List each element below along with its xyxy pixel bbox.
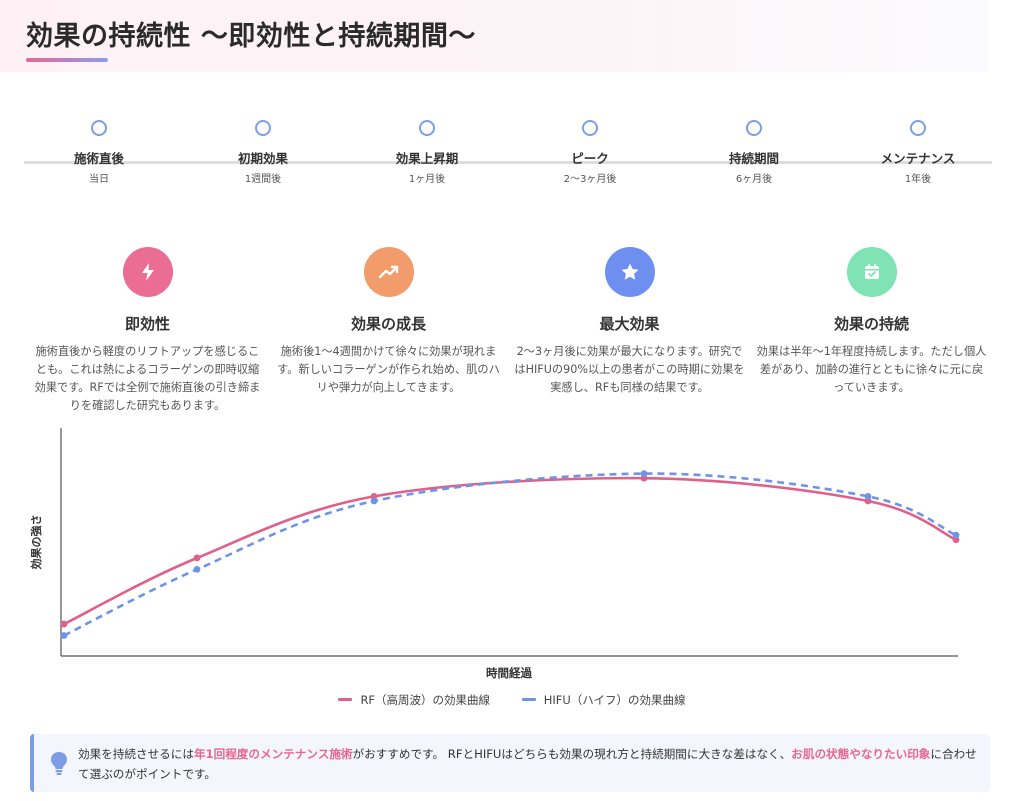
legend-item-rf[interactable]: RF（高周波）の効果曲線: [338, 692, 490, 708]
tip-highlight: お肌の状態やなりたい印象: [791, 747, 931, 761]
title-underline: [26, 58, 108, 62]
effect-chart-svg: 効果の強さ 時間経過: [29, 428, 960, 680]
hifu-data-point: [370, 497, 378, 505]
y-axis-label: 効果の強さ: [29, 515, 43, 570]
timeline-node: 効果上昇期 1ヶ月後: [357, 120, 497, 185]
rf-data-point: [193, 554, 201, 562]
feature-card: 効果の持続 効果は半年〜1年程度持続します。ただし個人差があり、加齢の進行ととも…: [754, 247, 989, 397]
feature-description: 施術後1〜4週間かけて徐々に効果が現れます。新しいコラーゲンが作られ始め、肌のハ…: [277, 345, 500, 394]
timeline-sublabel: 6ヶ月後: [735, 174, 773, 185]
feature-description: 2〜3ヶ月後に効果が最大になります。研究ではHIFUの90%以上の患者がこの時期…: [514, 345, 745, 394]
timeline-label: 効果上昇期: [395, 151, 459, 166]
chart-legend: RF（高周波）の効果曲線 HIFU（ハイフ）の効果曲線: [0, 690, 1024, 708]
rf-data-point: [60, 620, 68, 628]
tip-text: 効果を持続させるには年1回程度のメンテナンス施術がおすすめです。 RFとHIFU…: [78, 744, 978, 784]
hifu-data-point: [864, 493, 872, 500]
lightning-icon: [122, 247, 173, 297]
timeline-sublabel: 1週間後: [244, 174, 282, 185]
timeline-dot: [910, 120, 926, 136]
star-icon: [604, 247, 655, 297]
feature-card: 即効性 施術直後から軽度のリフトアップを感じることも。これは熱によるコラーゲンの…: [30, 247, 265, 415]
lightbulb-icon: [48, 750, 70, 776]
timeline-label: 施術直後: [73, 151, 124, 166]
timeline-sublabel: 1年後: [904, 174, 932, 185]
timeline-node: 持続期間 6ヶ月後: [684, 120, 824, 185]
timeline-node: メンテナンス 1年後: [848, 120, 988, 185]
timeline-node: ピーク 2〜3ヶ月後: [520, 120, 660, 185]
tip-box: 効果を持続させるには年1回程度のメンテナンス施術がおすすめです。 RFとHIFU…: [30, 734, 990, 792]
hifu-data-point: [60, 632, 68, 639]
timeline-label: 初期効果: [237, 151, 288, 166]
hifu-data-point: [640, 470, 648, 477]
legend-label-rf: RF（高周波）の効果曲線: [360, 692, 491, 707]
timeline-dot: [91, 120, 107, 136]
series-line-rf: [63, 476, 957, 626]
tip-highlight: 年1回程度のメンテナンス施術: [193, 747, 353, 761]
legend-label-hifu: HIFU（ハイフ）の効果曲線: [543, 692, 686, 707]
timeline-track: [24, 161, 992, 164]
feature-title: 効果の持続: [833, 315, 909, 333]
trending-up-icon: [363, 247, 414, 297]
legend-swatch-hifu: [521, 698, 536, 701]
timeline-dot: [419, 120, 435, 136]
tip-text-part: に合わせて選ぶのがポイントです。: [78, 747, 977, 781]
timeline-dot: [255, 120, 271, 136]
timeline-sublabel: 当日: [89, 174, 109, 185]
feature-card: 効果の成長 施術後1〜4週間かけて徐々に効果が現れます。新しいコラーゲンが作られ…: [271, 247, 506, 397]
timeline-label: メンテナンス: [880, 151, 956, 166]
page-header: 効果の持続性 〜即効性と持続期間〜: [0, 0, 988, 72]
feature-description: 効果は半年〜1年程度持続します。ただし個人差があり、加齢の進行とともに徐々に元に…: [756, 345, 987, 394]
series-layer: [60, 470, 960, 639]
series-line-hifu: [63, 472, 957, 637]
timeline-dot: [746, 120, 762, 136]
feature-description: 施術直後から軽度のリフトアップを感じることも。これは熱によるコラーゲンの即時収縮…: [34, 345, 261, 412]
feature-card: 最大効果 2〜3ヶ月後に効果が最大になります。研究ではHIFUの90%以上の患者…: [512, 247, 747, 397]
timeline-node: 施術直後 当日: [29, 120, 169, 185]
timeline-label: ピーク: [571, 151, 609, 166]
legend-swatch-rf: [338, 698, 353, 701]
feature-title: 効果の成長: [350, 315, 426, 333]
calendar-check-icon: [846, 247, 897, 297]
hifu-data-point: [193, 565, 201, 573]
timeline-sublabel: 2〜3ヶ月後: [563, 174, 617, 185]
timeline-dot: [582, 120, 598, 136]
feature-title: 最大効果: [599, 315, 660, 333]
hifu-data-point: [952, 531, 960, 539]
feature-title: 即効性: [124, 315, 170, 333]
timeline-node: 初期効果 1週間後: [193, 120, 333, 185]
legend-item-hifu[interactable]: HIFU（ハイフ）の効果曲線: [521, 692, 686, 708]
x-axis-label: 時間経過: [486, 666, 532, 680]
timeline-label: 持続期間: [728, 151, 779, 166]
page-title: 効果の持続性 〜即効性と持続期間〜: [26, 21, 476, 52]
tip-text-part: 効果を持続させるには: [78, 747, 194, 761]
effect-chart: 効果の強さ 時間経過: [0, 420, 1024, 720]
timeline-sublabel: 1ヶ月後: [408, 174, 446, 185]
tip-text-part: がおすすめです。 RFとHIFUはどちらも効果の現れ方と持続期間に大きな差はなく…: [352, 747, 792, 761]
